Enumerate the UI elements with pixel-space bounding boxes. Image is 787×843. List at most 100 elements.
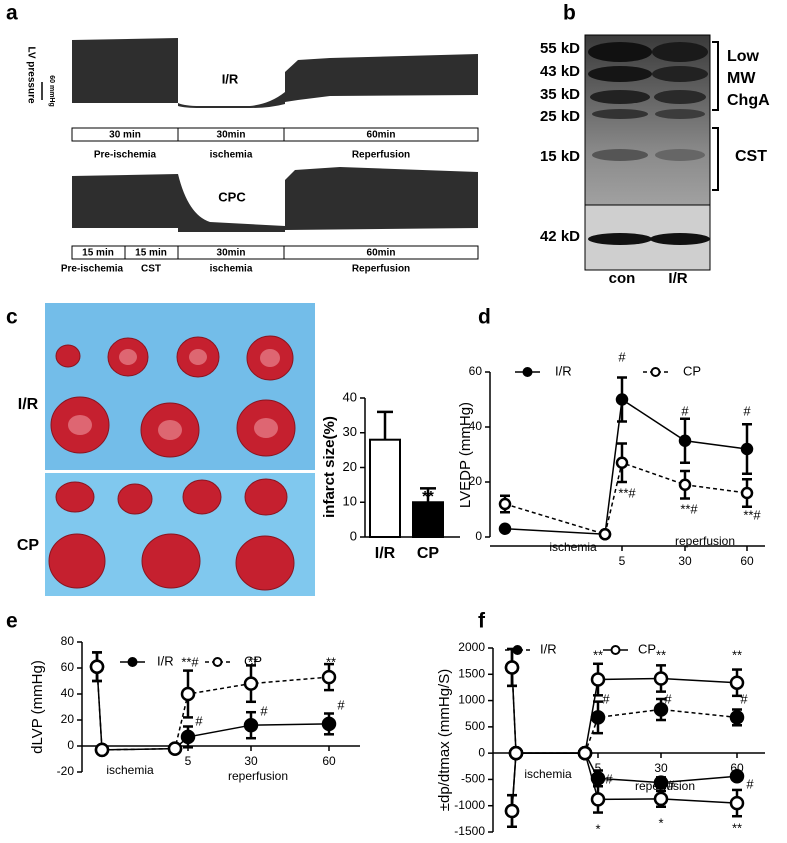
bracket xyxy=(712,41,719,111)
y-tick-label: 20 xyxy=(343,459,357,474)
phase: Pre-ischemia xyxy=(61,264,124,275)
band xyxy=(588,233,652,245)
x-tick-label: 30 xyxy=(678,554,692,568)
marker-label: 15 kD xyxy=(540,148,580,165)
lane-label: con xyxy=(609,270,636,287)
marker-label: 25 kD xyxy=(540,108,580,125)
panel-label: d xyxy=(478,306,491,329)
legend-label: CP xyxy=(638,641,656,656)
annotation: # xyxy=(260,703,268,718)
phase-label: reperfusion xyxy=(635,779,695,793)
phase-label: reperfusion xyxy=(675,534,735,548)
point xyxy=(590,710,606,725)
annotation: **# xyxy=(181,654,199,669)
point xyxy=(167,741,183,756)
legend-label: CP xyxy=(683,363,701,378)
row-label: I/R xyxy=(18,396,39,413)
band xyxy=(655,149,705,161)
y-tick-label: 60 xyxy=(61,660,75,674)
series-line xyxy=(96,666,330,751)
point xyxy=(678,434,692,447)
legend-marker xyxy=(212,657,223,667)
point xyxy=(498,522,512,535)
legend-marker xyxy=(127,657,138,667)
bracket-label: MW xyxy=(727,70,756,87)
annotation: # xyxy=(664,691,672,706)
point xyxy=(615,393,629,406)
phase: CST xyxy=(141,264,161,275)
series-line xyxy=(511,667,738,754)
marker-label: 43 kD xyxy=(540,63,580,80)
annotation: ** xyxy=(732,820,742,835)
annotation: **# xyxy=(680,501,698,516)
phase: Reperfusion xyxy=(352,264,410,275)
point xyxy=(180,686,196,702)
annotation: ** xyxy=(656,647,666,662)
annotation: # xyxy=(602,691,610,706)
phase-label: ischemia xyxy=(524,767,572,781)
trace xyxy=(285,167,478,230)
x-tick-label: 60 xyxy=(322,754,336,768)
trace xyxy=(72,38,178,103)
y-tick-label: 2000 xyxy=(458,640,485,654)
series-line xyxy=(96,666,330,751)
y-tick-label: 500 xyxy=(465,719,485,733)
band xyxy=(592,149,648,161)
y-tick-label: 10 xyxy=(343,494,357,509)
series-line xyxy=(511,752,738,812)
legend-label: I/R xyxy=(555,363,572,378)
panel-label: f xyxy=(478,610,486,633)
point xyxy=(508,745,524,761)
phase: Reperfusion xyxy=(352,150,410,161)
y-axis-title: ±dp/dtmax (mmHg/S) xyxy=(436,669,453,811)
band xyxy=(655,109,705,119)
trace xyxy=(72,174,178,228)
band xyxy=(652,42,708,62)
phase: ischemia xyxy=(210,150,253,161)
y-tick-label: 1500 xyxy=(458,666,485,680)
point xyxy=(504,803,520,819)
band xyxy=(590,90,650,104)
band xyxy=(652,66,708,82)
band xyxy=(650,233,710,245)
lane-label: I/R xyxy=(668,270,687,287)
y-tick-label: -1000 xyxy=(454,798,485,812)
segment: 60min xyxy=(367,248,396,259)
scale-label: 60 mmHg xyxy=(48,75,55,107)
point xyxy=(598,528,612,541)
point xyxy=(180,729,196,745)
y-tick-label: 1000 xyxy=(458,693,485,707)
panel-label: a xyxy=(6,2,18,25)
point xyxy=(653,702,669,717)
annotation: ** xyxy=(422,488,434,505)
bar xyxy=(412,501,444,538)
point xyxy=(615,456,629,469)
band xyxy=(588,66,652,82)
y-tick-label: 0 xyxy=(67,738,74,752)
trace-title: CPC xyxy=(218,189,246,204)
point xyxy=(729,710,745,725)
bar xyxy=(369,438,401,539)
legend-marker xyxy=(610,645,621,655)
annotation: # xyxy=(743,403,751,418)
band xyxy=(592,109,648,119)
annotation: # xyxy=(681,403,689,418)
trace xyxy=(285,54,478,102)
point xyxy=(243,676,259,691)
x-tick-label: I/R xyxy=(375,545,396,562)
point xyxy=(504,660,520,675)
phase-label: ischemia xyxy=(549,540,597,554)
point xyxy=(729,769,745,784)
bracket xyxy=(712,127,719,191)
annotation: * xyxy=(658,815,663,830)
annotation: # xyxy=(746,776,754,791)
series-line xyxy=(511,752,738,812)
y-tick-label: 20 xyxy=(61,712,75,726)
x-tick-label: 5 xyxy=(619,554,626,568)
y-tick-label: 40 xyxy=(469,419,483,433)
x-tick-label: 5 xyxy=(595,761,602,775)
point xyxy=(590,792,606,807)
trace-title: I/R xyxy=(222,71,239,86)
